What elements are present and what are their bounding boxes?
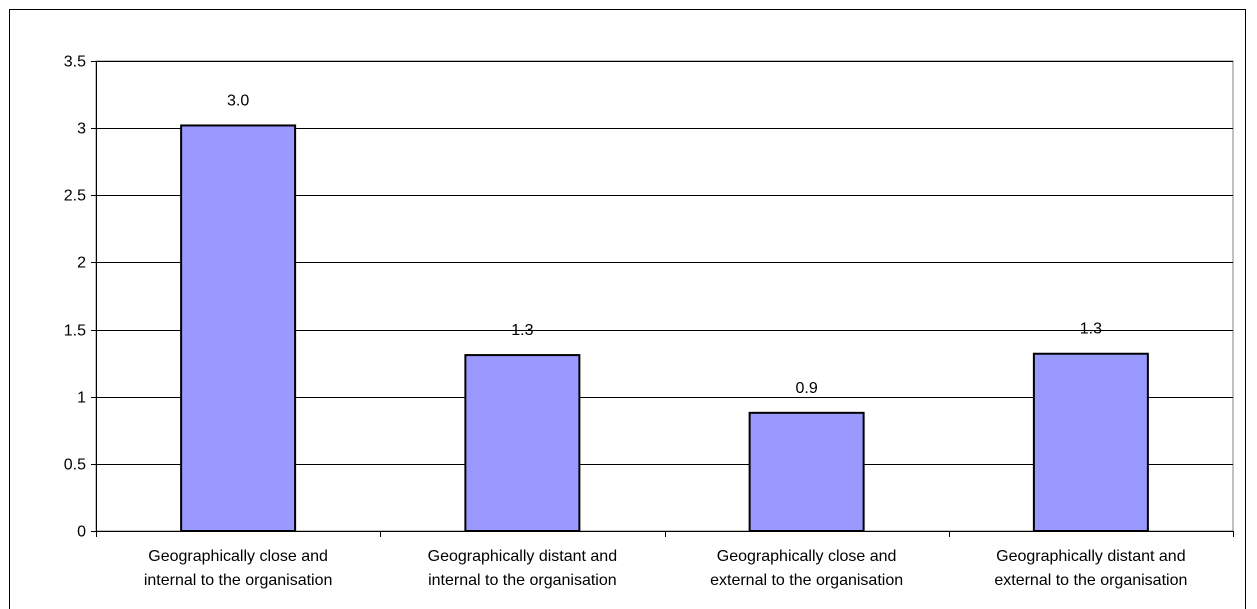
data-label: 3.0 bbox=[227, 92, 249, 109]
axes bbox=[91, 61, 1234, 537]
y-tick-label: 2.5 bbox=[64, 188, 86, 205]
x-tick-label: Geographically distant and bbox=[428, 548, 617, 565]
x-tick-label: Geographically close and bbox=[717, 548, 897, 565]
x-tick-label: internal to the organisation bbox=[428, 572, 617, 589]
y-tick-label: 0.5 bbox=[64, 457, 86, 474]
labels: 0 0.5 1 1.5 2 2.5 3 3.5 3.0 1.3 0.9 1.3 Geographical… bbox=[64, 54, 1188, 590]
bar bbox=[748, 411, 865, 533]
y-tick-label: 1 bbox=[77, 390, 86, 407]
x-tick-label: external to the organisation bbox=[710, 572, 903, 589]
bar bbox=[1032, 352, 1149, 532]
bar bbox=[180, 124, 297, 532]
x-tick-label: Geographically distant and bbox=[996, 548, 1185, 565]
data-label: 1.3 bbox=[511, 322, 533, 339]
y-tick-label: 1.5 bbox=[64, 323, 86, 340]
data-label: 1.3 bbox=[1080, 321, 1102, 338]
chart-area bbox=[9, 9, 1246, 609]
x-tick-label: external to the organisation bbox=[994, 572, 1187, 589]
bars bbox=[180, 124, 1149, 533]
x-tick-label: internal to the organisation bbox=[144, 572, 333, 589]
data-label: 0.9 bbox=[796, 380, 818, 397]
y-tick-label: 0 bbox=[77, 524, 86, 541]
x-tick-label: Geographically close and bbox=[148, 548, 328, 565]
y-tick-label: 2 bbox=[77, 255, 86, 272]
y-tick-label: 3.5 bbox=[64, 54, 86, 71]
bar bbox=[464, 354, 581, 533]
y-tick-label: 3 bbox=[77, 121, 86, 138]
